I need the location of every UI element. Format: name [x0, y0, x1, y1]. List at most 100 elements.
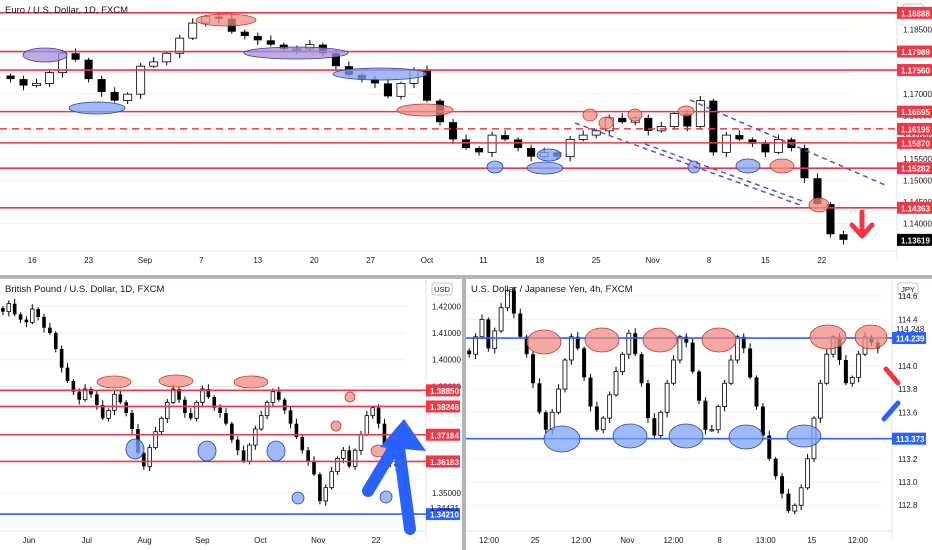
- highlight-ellipse: [68, 101, 126, 115]
- candle-body: [106, 409, 111, 419]
- level-badge-text: 113.373: [896, 435, 925, 444]
- candle-body: [247, 444, 252, 462]
- candle-body: [370, 407, 375, 417]
- candle-body: [270, 391, 276, 403]
- candle-body: [175, 37, 185, 54]
- candle-body: [312, 461, 316, 475]
- gbpusd-panel: British Pound / U.S. Dollar, 1D, FXCM USD…: [0, 279, 462, 550]
- x-tick-label: 22: [372, 536, 381, 545]
- candle-body: [370, 79, 379, 84]
- x-tick-label: Nov: [620, 536, 634, 545]
- candle-body: [235, 439, 240, 451]
- candle-body: [136, 65, 146, 95]
- currency-label: JPY: [901, 285, 915, 294]
- candle-body: [294, 423, 299, 437]
- candle-body: [165, 401, 170, 419]
- candle-body: [837, 336, 842, 361]
- candle-body: [177, 389, 181, 400]
- x-tick-label: 20: [310, 256, 319, 265]
- up-arrow-head-icon: [380, 419, 426, 451]
- x-tick-label: Nov: [645, 256, 659, 265]
- level-badge-text: 1.34210: [430, 511, 459, 520]
- candle-body: [282, 399, 287, 411]
- level-badge-text: 1.14363: [901, 204, 930, 213]
- candle-body: [32, 83, 41, 86]
- x-tick-label: 16: [28, 256, 37, 265]
- candle-body: [45, 72, 54, 84]
- highlight-ellipse: [598, 116, 614, 130]
- highlight-ellipse: [266, 440, 286, 462]
- y-tick-label: 1.17000: [903, 90, 932, 99]
- candle-body: [652, 418, 657, 436]
- highlight-ellipse: [668, 423, 704, 449]
- highlight-ellipse: [612, 423, 648, 449]
- level-badge-text: 1.18888: [901, 9, 930, 18]
- candle-body: [288, 410, 293, 424]
- x-tick-label: Jun: [22, 536, 35, 545]
- candle-body: [335, 457, 340, 473]
- highlight-ellipse: [158, 374, 194, 388]
- candle-body: [594, 406, 599, 430]
- usdjpy-chart: U.S. Dollar / Japanese Yen, 4h, FXCM JPY1…: [466, 279, 926, 545]
- x-tick-label: Oct: [254, 536, 267, 545]
- level-badge-text: 1.36183: [430, 458, 459, 467]
- candle-body: [71, 381, 76, 392]
- candle-body: [709, 429, 715, 432]
- highlight-ellipse: [769, 158, 795, 174]
- candle-body: [65, 367, 70, 381]
- candle-body: [760, 406, 765, 436]
- candle-body: [53, 333, 58, 349]
- highlight-ellipse: [291, 491, 305, 505]
- level-badge-text: 1.17560: [901, 67, 930, 76]
- candle-body: [258, 415, 264, 430]
- candle-body: [492, 330, 498, 349]
- highlight-ellipse: [808, 197, 830, 213]
- candle-body: [218, 407, 222, 413]
- candle-body: [813, 178, 822, 205]
- candle-body: [582, 348, 587, 378]
- candle-body: [253, 36, 262, 41]
- y-tick-label: 114.0: [898, 362, 918, 371]
- y-tick-label: 114.6: [898, 292, 918, 301]
- candle-body: [264, 401, 270, 417]
- candle-body: [695, 100, 705, 127]
- channel-line: [644, 143, 806, 203]
- candle-body: [734, 336, 740, 361]
- candle-body: [24, 319, 29, 323]
- x-tick-label: 15: [807, 536, 816, 545]
- chart-title: Euro / U.S. Dollar, 1D, FXCM: [5, 5, 128, 16]
- candle-body: [741, 336, 746, 349]
- highlight-ellipse: [243, 46, 349, 60]
- candle-body: [505, 289, 510, 309]
- y-tick-label: 1.15500: [903, 155, 932, 164]
- candle-body: [671, 359, 676, 384]
- candle-body: [230, 423, 234, 440]
- candle-body: [376, 407, 381, 424]
- currency-label: USD: [434, 285, 450, 294]
- candle-body: [767, 435, 772, 459]
- candle-body: [588, 377, 593, 407]
- highlight-ellipse: [854, 324, 888, 350]
- candle-body: [42, 317, 46, 328]
- highlight-ellipse: [735, 158, 761, 174]
- candle-body: [479, 318, 485, 338]
- x-tick-label: 11: [479, 256, 488, 265]
- candle-body: [644, 117, 653, 131]
- candle-body: [358, 433, 364, 451]
- candle-body: [130, 413, 134, 429]
- x-tick-label: 13:00: [756, 536, 777, 545]
- x-tick-label: 12:00: [848, 536, 869, 545]
- candle-body: [518, 313, 523, 337]
- candle-body: [188, 413, 193, 419]
- candle-body: [462, 139, 471, 149]
- x-tick-label: 7: [199, 256, 204, 265]
- x-tick-label: Sep: [195, 536, 210, 545]
- candle-body: [1, 308, 5, 312]
- eurusd-chart: Euro / U.S. Dollar, 1D, FXCMUSD1.140001.…: [0, 0, 932, 265]
- last-price-badge-text: 1.13619: [901, 236, 930, 245]
- candle-body: [620, 353, 625, 373]
- candle-body: [722, 382, 727, 407]
- candle-body: [123, 93, 133, 102]
- highlight-ellipse: [195, 13, 257, 27]
- chart-title: U.S. Dollar / Japanese Yen, 4h, FXCM: [471, 284, 633, 295]
